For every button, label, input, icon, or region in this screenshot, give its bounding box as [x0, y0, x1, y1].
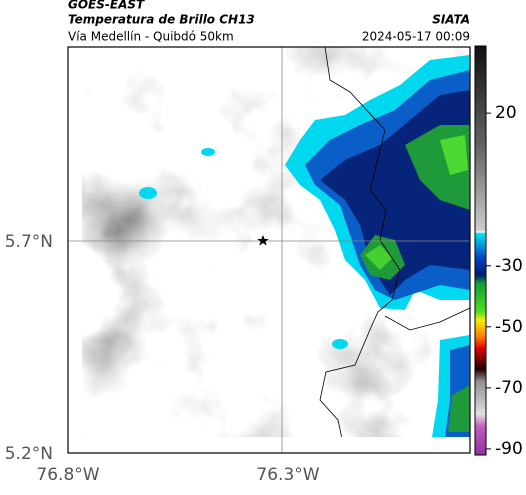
location-star: [257, 235, 269, 246]
subtitle: Temperatura de Brillo CH13: [68, 13, 255, 27]
colorbar-tick-label: -90: [495, 439, 523, 459]
colorbar-tick-label: -70: [495, 378, 523, 398]
colorbar-tick-label: 20: [495, 103, 517, 123]
colorbar-tick-label: -30: [495, 256, 523, 276]
map-frame: [67, 46, 471, 454]
lat-label: 5.2°N: [5, 444, 53, 464]
colorbar: [474, 45, 487, 456]
colorbar-tick-label: -50: [495, 317, 523, 337]
lon-label: 76.3°W: [256, 465, 319, 485]
satellite-image: [82, 47, 470, 437]
route: Vía Medellín - Quibdó 50km: [68, 30, 234, 44]
lat-label: 5.7°N: [5, 232, 53, 252]
title: GOES-EAST: [68, 0, 145, 12]
lon-label: 76.8°W: [36, 465, 99, 485]
source: SIATA: [432, 13, 470, 27]
datetime: 2024-05-17 00:09: [362, 30, 470, 44]
